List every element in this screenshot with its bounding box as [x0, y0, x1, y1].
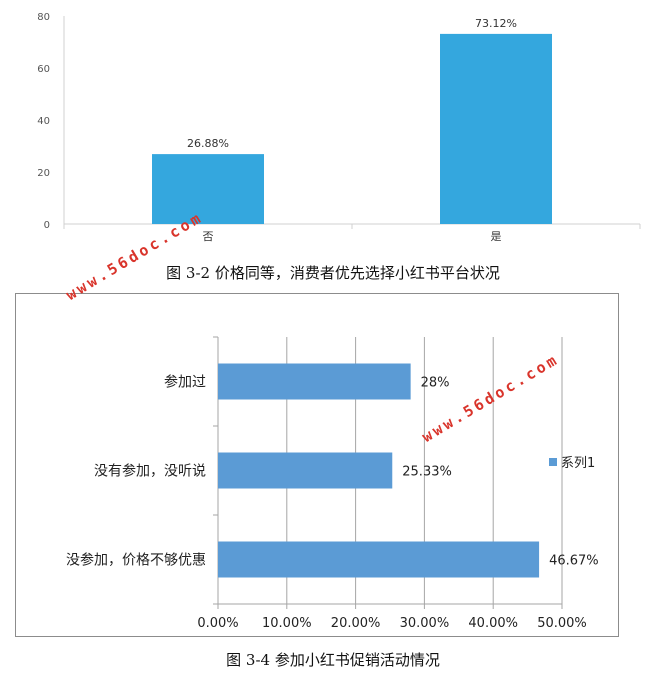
- x-tick-label: 50.00%: [537, 616, 587, 631]
- bar-data-label: 28%: [421, 376, 450, 391]
- chart-price-preference: 0 20 40 60 80 26.88% 否 73.12% 是: [37, 12, 641, 243]
- x-tick-label: 否: [203, 230, 214, 243]
- y-tick-label: 80: [37, 12, 50, 23]
- bar: [218, 363, 411, 400]
- y-tick-label: 60: [37, 64, 50, 75]
- x-tick-label: 10.00%: [262, 616, 312, 631]
- y-tick-label: 40: [37, 116, 50, 127]
- legend-swatch: [549, 458, 557, 466]
- y-tick-label: 20: [37, 168, 50, 179]
- x-tick-label: 30.00%: [400, 616, 450, 631]
- y-category-label: 没参加，价格不够优惠: [66, 552, 206, 569]
- x-tick-label: 是: [491, 230, 502, 243]
- legend-label: 系列1: [561, 456, 595, 471]
- bar: [440, 33, 552, 224]
- x-tick-label: 40.00%: [468, 616, 518, 631]
- figure-caption-3-4: 图 3-4 参加小红书促销活动情况: [226, 651, 440, 669]
- figure-caption-3-2: 图 3-2 价格同等，消费者优先选择小红书平台状况: [166, 264, 500, 282]
- x-tick-label: 0.00%: [197, 616, 238, 631]
- bar: [218, 541, 540, 578]
- y-tick-label: 0: [44, 220, 50, 231]
- y-category-label: 没有参加，没听说: [94, 463, 206, 480]
- bar-data-label: 46.67%: [549, 554, 599, 569]
- x-tick-label: 20.00%: [331, 616, 381, 631]
- y-category-label: 参加过: [164, 374, 206, 391]
- bar: [218, 452, 393, 489]
- bar: [152, 154, 264, 224]
- bar-data-label: 25.33%: [402, 465, 452, 480]
- bar-data-label: 73.12%: [475, 17, 517, 30]
- bar-data-label: 26.88%: [187, 137, 229, 150]
